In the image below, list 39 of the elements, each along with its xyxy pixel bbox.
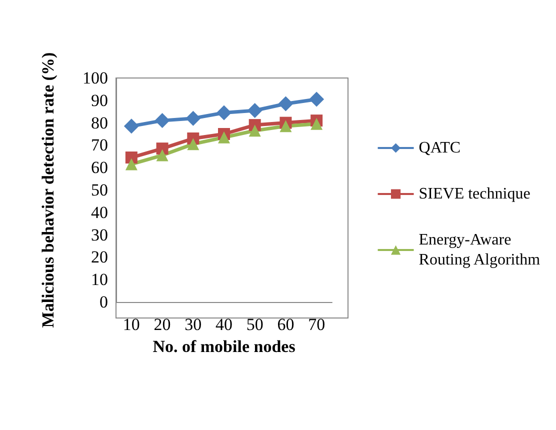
x-tick-label: 70 [308,315,326,334]
point [278,96,294,112]
point [247,102,262,118]
y-tick-label: 40 [91,202,108,222]
point [187,138,200,150]
legend-label: QATC [418,140,461,156]
point [125,152,138,164]
y-tick-label: 20 [91,248,108,267]
point [156,142,168,155]
legend-label: Energy-Aware Routing Algorithm [418,232,541,268]
x-tick-label: 30 [184,315,202,334]
point [309,92,324,107]
y-tick-label: 10 [91,270,108,290]
x-tick-label: 10 [122,315,140,334]
y-tick-label: 50 [91,180,108,200]
point [186,110,201,126]
y-tick-label: 100 [82,68,108,88]
y-tick-label: 0 [100,292,108,312]
x-tick-label: 40 [216,315,232,334]
y-tick-label: 80 [91,113,108,132]
y-tick-label: 60 [91,158,108,178]
point [248,124,261,137]
x-axis-title: No. of mobile nodes [152,336,296,356]
y-tick-label: 90 [91,90,108,110]
legend-label: SIEVE technique [418,186,530,202]
x-tick-label: 20 [154,315,171,334]
point [218,131,230,144]
x-tick-label: 50 [246,315,264,334]
point [310,118,323,130]
point [156,149,168,162]
y-tick-label: 70 [91,136,108,155]
point [280,120,292,132]
point [124,118,139,134]
x-tick-label: 60 [277,315,294,334]
y-tick-label: 30 [91,225,108,244]
point [154,113,170,128]
y-axis-title: Malicious behavior detection rate (%) [38,52,58,328]
point [216,105,232,120]
point [125,158,138,170]
